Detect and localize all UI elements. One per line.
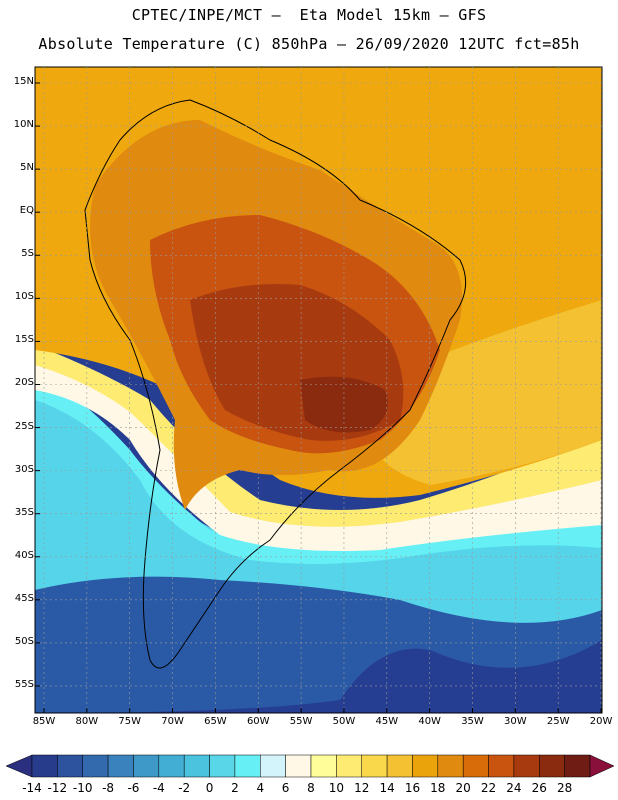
chart-title-line1: CPTEC/INPE/MCT – Eta Model 15km – GFS	[131, 6, 487, 24]
lon-label: 45W	[375, 716, 399, 727]
colorbar-swatch	[82, 754, 109, 778]
colorbar-label: -14	[22, 781, 42, 795]
colorbar-swatch	[310, 754, 337, 778]
colorbar-swatch	[107, 754, 134, 778]
colorbar-label: -8	[102, 781, 115, 795]
lat-label: 45S	[14, 592, 34, 604]
colorbar-swatch	[234, 754, 261, 778]
colorbar-label: 12	[354, 781, 370, 795]
lon-label: 80W	[75, 716, 99, 727]
lon-label: 60W	[246, 716, 270, 727]
colorbar-label: 26	[531, 781, 547, 795]
lon-label: 65W	[204, 716, 227, 727]
lat-label: 15N	[13, 76, 34, 87]
lat-label: EQ	[19, 205, 34, 217]
colorbar-swatch	[437, 754, 464, 778]
colorbar-swatch	[285, 754, 312, 778]
colorbar-label: 24	[506, 781, 522, 795]
lat-label: 50S	[14, 635, 34, 647]
colorbar-swatch	[513, 754, 540, 778]
colorbar-swatch	[412, 754, 439, 778]
lat-label: 5N	[20, 162, 34, 174]
lon-label: 55W	[289, 716, 313, 727]
lat-label: 25S	[14, 420, 34, 432]
atlantic-warm	[370, 300, 602, 485]
colorbar-label: 14	[379, 781, 395, 795]
lon-label: 35W	[461, 716, 484, 727]
lat-label: 30S	[14, 463, 34, 475]
colorbar-label: -2	[178, 781, 191, 795]
colorbar-label: 8	[307, 781, 315, 795]
colorbar-swatch	[386, 754, 413, 778]
colorbar-swatch	[133, 754, 160, 778]
colorbar-swatch	[361, 754, 388, 778]
lon-label: 30W	[504, 716, 527, 727]
lat-label: 20S	[14, 377, 34, 389]
lat-label: 35S	[14, 506, 34, 518]
colorbar-swatch	[209, 754, 236, 778]
colorbar-swatch	[31, 754, 58, 778]
colorbar-swatch	[488, 754, 515, 778]
colorbar-swatch	[260, 754, 286, 778]
cold-band	[35, 380, 602, 623]
colorbar-swatch	[564, 754, 591, 778]
lon-label: 20W	[589, 716, 613, 727]
colorbar-label: 2	[231, 781, 239, 795]
colorbar-swatch	[158, 754, 185, 778]
lon-label: 70W	[161, 716, 184, 727]
cream-band	[35, 360, 602, 551]
continent-outline	[84, 99, 467, 669]
chart-title-line2: Absolute Temperature (C) 850hPa – 26/09/…	[38, 35, 580, 53]
colorbar-label: -4	[152, 781, 165, 795]
colorbar-under-arrow	[5, 754, 33, 778]
lon-label: 50W	[332, 716, 356, 727]
colorbar-over-arrow	[589, 754, 615, 778]
colorbar-label: -12	[47, 781, 68, 795]
map-frame	[34, 66, 603, 714]
lat-label: 40S	[14, 549, 34, 561]
lon-label: 75W	[118, 716, 141, 727]
lon-label: 85W	[32, 716, 56, 727]
axis-ticks	[35, 82, 602, 713]
colorbar-label: 28	[556, 781, 573, 795]
colorbar-label: 0	[205, 781, 214, 795]
colorbar-label: 10	[328, 781, 344, 795]
lon-label: 40W	[418, 716, 441, 727]
colorbar-label: 18	[430, 781, 446, 795]
lat-label: 5S	[21, 248, 34, 260]
colorbar-swatch	[539, 754, 565, 778]
colorbar	[5, 754, 615, 778]
colorbar-swatch	[183, 754, 210, 778]
colorbar-label: 6	[281, 781, 290, 795]
lat-label: 10N	[13, 119, 34, 131]
cyan-band	[35, 370, 602, 564]
colorbar-label: -10	[72, 781, 93, 795]
colorbar-label: 20	[455, 781, 471, 795]
lon-label: 25W	[546, 716, 570, 727]
colorbar-swatch	[57, 754, 83, 778]
colorbar-swatch	[462, 754, 489, 778]
lat-label: 15S	[14, 334, 34, 346]
lat-label: 55S	[14, 678, 34, 690]
lat-label: 10S	[14, 291, 34, 303]
colorbar-label: 22	[480, 781, 497, 795]
colorbar-swatch	[336, 754, 362, 778]
colorbar-label: 16	[404, 781, 421, 795]
colorbar-label: 4	[256, 781, 265, 795]
colorbar-label: -6	[127, 781, 140, 795]
land-hottest	[300, 376, 388, 433]
